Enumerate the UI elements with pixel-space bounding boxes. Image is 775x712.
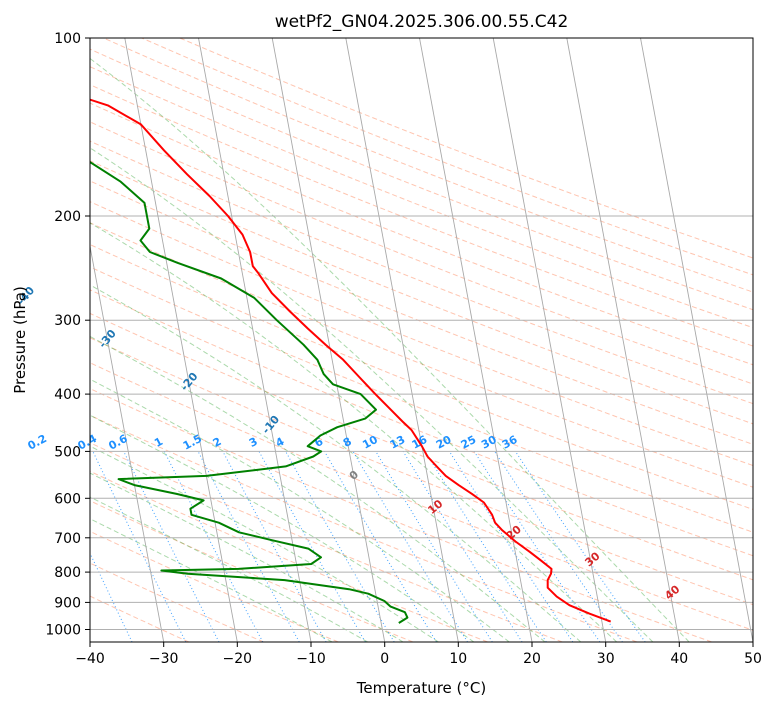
- y-tick-label: 500: [54, 444, 81, 460]
- y-tick-label: 200: [54, 209, 81, 225]
- x-tick-label: −20: [223, 651, 253, 667]
- x-tick-label: −10: [296, 651, 326, 667]
- y-axis-label: Pressure (hPa): [11, 286, 29, 394]
- x-tick-label: 30: [597, 651, 615, 667]
- x-tick-label: −30: [149, 651, 179, 667]
- y-tick-label: 1000: [45, 623, 81, 639]
- x-tick-label: 0: [380, 651, 389, 667]
- x-tick-label: 40: [670, 651, 688, 667]
- y-tick-label: 600: [54, 491, 81, 507]
- y-tick-label: 100: [54, 31, 81, 47]
- x-tick-label: 50: [744, 651, 762, 667]
- x-tick-label: 20: [523, 651, 541, 667]
- y-tick-label: 300: [54, 313, 81, 329]
- y-tick-label: 800: [54, 565, 81, 581]
- mixing-ratio-label: 0.2: [26, 432, 49, 453]
- y-tick-label: 400: [54, 387, 81, 403]
- chart-title: wetPf2_GN04.2025.306.00.55.C42: [275, 12, 569, 32]
- x-axis-label: Temperature (°C): [356, 679, 486, 697]
- mixing-ratio-label: 0.1: [0, 432, 2, 453]
- y-tick-label: 900: [54, 595, 81, 611]
- y-tick-label: 700: [54, 531, 81, 547]
- x-tick-label: 10: [449, 651, 467, 667]
- x-tick-label: −40: [75, 651, 105, 667]
